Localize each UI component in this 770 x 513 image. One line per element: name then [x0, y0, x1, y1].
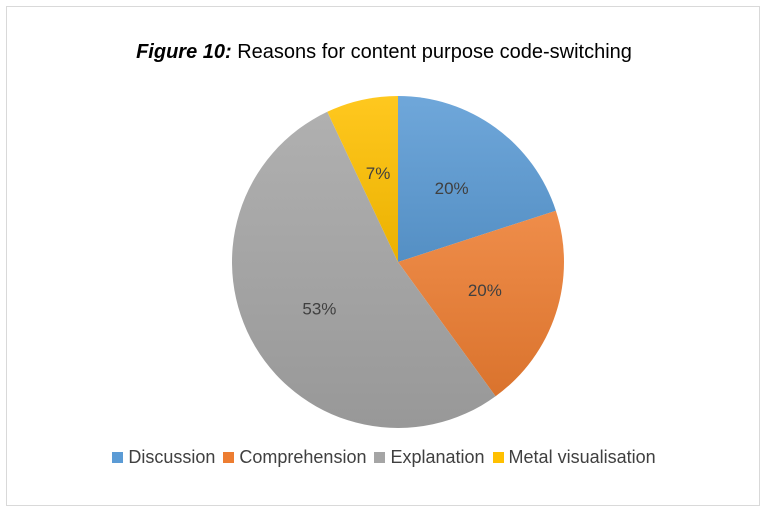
legend-label: Explanation: [390, 447, 485, 467]
chart-legend: Discussion Comprehension Explanation Metal …: [7, 447, 761, 468]
pie-slice-comprehension: [398, 210, 564, 397]
legend-item-discussion: Discussion: [112, 447, 215, 468]
data-label-metal-visualisation: 7%: [366, 164, 391, 183]
data-label-comprehension: 20%: [468, 281, 502, 300]
pie-slice-discussion: [398, 96, 556, 262]
legend-swatch: [492, 452, 504, 463]
pie-slices: [231, 96, 564, 429]
legend-label: Comprehension: [239, 447, 367, 467]
pie-chart: 20% 20% 53% 7%: [231, 96, 564, 429]
chart-title-text: Reasons for content purpose code-switchi…: [237, 41, 632, 63]
pie-slice-explanation: [231, 111, 496, 429]
legend-item-explanation: Explanation: [374, 447, 485, 468]
legend-item-comprehension: Comprehension: [223, 447, 366, 468]
legend-label: Discussion: [128, 447, 216, 467]
chart-title: Figure 10: Reasons for content purpose c…: [7, 41, 761, 64]
legend-swatch: [374, 452, 386, 463]
legend-swatch: [112, 452, 124, 463]
legend-swatch: [223, 452, 235, 463]
pie-data-labels: 20% 20% 53% 7%: [302, 164, 501, 319]
chart-frame: Figure 10: Reasons for content purpose c…: [6, 6, 760, 506]
pie-slice-metal-visualisation: [327, 96, 398, 262]
chart-title-prefix: Figure 10:: [136, 41, 232, 63]
data-label-explanation: 53%: [302, 299, 336, 318]
legend-label: Metal visualisation: [508, 447, 656, 467]
data-label-discussion: 20%: [435, 179, 469, 198]
legend-item-metal-visualisation: Metal visualisation: [492, 447, 656, 468]
